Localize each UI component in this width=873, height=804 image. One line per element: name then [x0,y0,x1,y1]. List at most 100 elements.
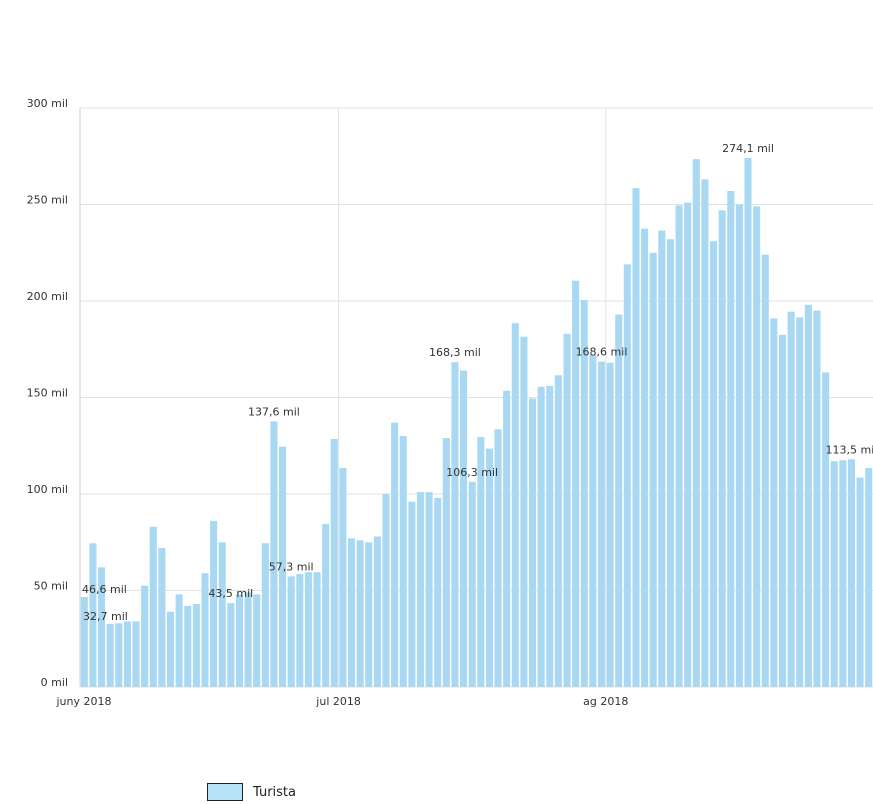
bar [279,446,287,687]
bar [710,241,718,688]
bar [261,543,269,687]
data-label: 46,6 mil [82,583,127,596]
bar [623,264,631,687]
bar [528,398,537,687]
data-label: 168,3 mil [429,346,481,359]
bar [649,252,657,687]
bar [847,459,855,687]
bar [132,621,140,687]
bar [391,422,399,687]
y-tick-label: 100 mil [27,483,68,496]
data-label: 274,1 mil [722,142,774,155]
bar [761,254,769,687]
x-tick-label: juny 2018 [56,695,112,708]
bar [718,210,726,688]
bar [80,597,88,687]
data-label: 43,5 mil [208,587,253,600]
bar [511,323,519,687]
data-label: 137,6 mil [248,405,300,418]
bar [313,572,321,687]
bar [244,592,252,687]
bar [330,438,338,687]
bar [322,523,330,687]
bar [580,300,588,687]
bar [856,477,864,687]
bar [98,567,106,687]
bar [641,228,649,687]
bar [822,372,830,687]
bar [227,603,235,687]
bar [175,594,183,687]
bar [865,467,873,687]
bar [365,542,373,687]
y-tick-label: 250 mil [27,194,68,207]
legend-label-turista: Turista [253,784,296,800]
data-label: 168,6 mil [576,346,628,359]
bar [606,362,614,687]
bar [830,461,838,687]
bar [270,421,278,687]
bars [80,157,873,688]
data-label: 57,3 mil [269,560,314,573]
bar [572,280,580,687]
bar [503,390,511,687]
bar [347,538,356,687]
bar [382,494,390,687]
bar [253,594,261,687]
bar [563,333,571,687]
bar [520,336,528,687]
legend: Turista [207,782,296,802]
bar [778,334,787,687]
y-tick-label: 200 mil [27,290,68,303]
x-tick-label: jul 2018 [315,695,361,708]
legend-swatch-turista [207,783,243,801]
data-label: 113,5 mil [826,443,873,456]
bar [434,497,442,687]
bar [201,573,209,687]
bar [546,385,554,687]
y-tick-label: 0 mil [41,676,68,689]
bar [477,437,485,687]
bar [735,204,743,687]
bar [192,604,200,687]
data-labels: 46,6 mil 32,7 mil 43,5 mil 137,6 mil 57,3 mi… [82,142,873,623]
bar [787,311,795,687]
bar [304,572,312,687]
data-label: 32,7 mil [83,610,128,623]
y-tick-label: 50 mil [34,580,68,593]
bar [106,623,114,687]
x-axis-tick-labels: juny 2018 jul 2018 ag 2018 [56,695,629,708]
bar [287,576,295,687]
bar [554,375,562,687]
bar [425,492,433,687]
bar [158,548,166,687]
bar [666,239,674,688]
bar [684,202,692,687]
bar [89,543,97,687]
bar [218,542,226,687]
bar [753,206,761,687]
y-tick-label: 150 mil [27,387,68,400]
x-tick-label: ag 2018 [583,695,628,708]
bar [149,526,157,687]
bar [692,159,700,687]
bar [675,205,683,687]
bar [494,429,502,687]
bar [632,188,640,687]
bar [442,438,450,687]
bar [399,436,407,687]
bar [416,492,425,687]
bar [373,536,381,687]
bar [460,370,468,687]
bar [141,585,149,687]
bar [451,362,459,687]
bar [770,318,778,687]
y-axis-tick-labels: 0 mil 50 mil 100 mil 150 mil 200 mil 250 mil 3… [27,97,68,689]
y-tick-label: 300 mil [27,97,68,110]
bar [356,540,364,687]
chart: 0 mil 50 mil 100 mil 150 mil 200 mil 250 mil 3… [27,97,873,708]
bar [796,317,804,687]
data-label: 106,3 mil [446,466,498,479]
bar [813,310,821,687]
bar [339,467,347,687]
